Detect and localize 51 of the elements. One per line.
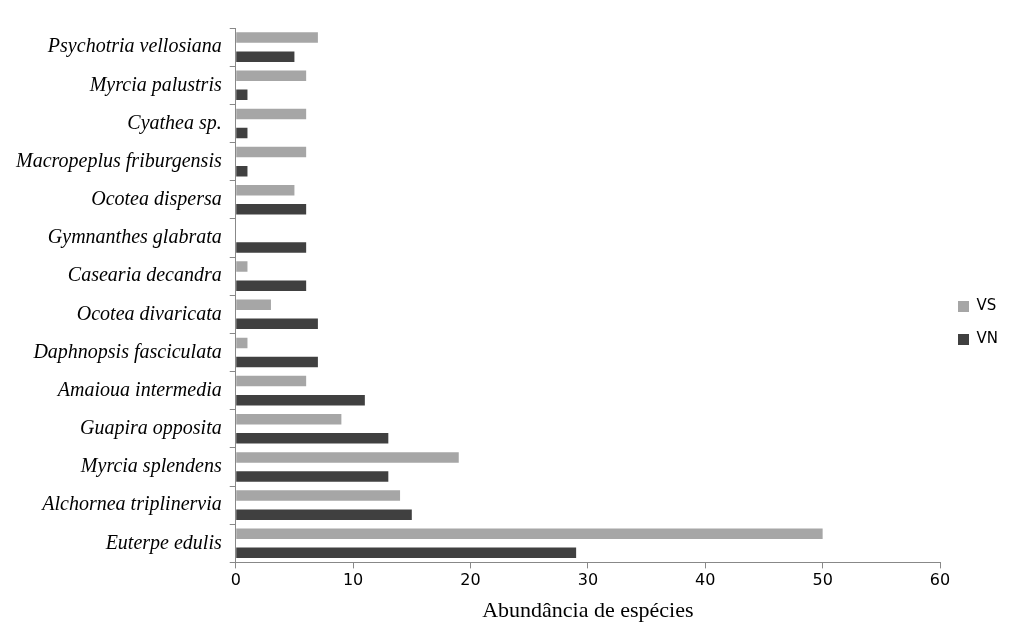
bar [236,337,248,349]
bar [236,318,318,330]
x-axis-title: Abundância de espécies [482,596,694,622]
bar [236,242,307,253]
bar [236,356,318,368]
bar [236,528,823,540]
bar [236,471,389,482]
y-tick-label: Macropeplus friburgensis [15,148,222,172]
y-tick-label: Gymnanthes glabrata [47,225,222,249]
x-tick-label: 60 [929,570,951,590]
bar [236,509,412,520]
bar [236,490,401,501]
x-tick-label: 30 [577,570,599,590]
bar [236,51,295,62]
bar [236,547,577,559]
bar [236,108,307,120]
x-tick-label: 50 [812,570,833,590]
y-tick-label: Euterpe edulis [104,530,222,554]
y-tick-label: Amaioua intermedia [55,377,222,400]
y-tick-label: Ocotea dispersa [91,187,222,211]
bar [236,414,342,425]
bar [236,204,307,215]
legend-label: VS [976,296,997,315]
y-tick-label: Daphnopsis fasciculata [32,339,222,363]
y-tick-label: Cyathea sp. [127,110,222,134]
bar [236,70,307,81]
y-tick-label: Psychotria vellosiana [46,34,222,58]
bar [236,261,248,272]
x-tick-label: 20 [460,570,481,590]
y-tick-label: Ocotea divaricata [76,301,222,324]
x-tick-label: 40 [695,570,716,590]
y-tick-label: Myrcia palustris [88,72,222,96]
y-tick-label: Casearia decandra [67,263,222,286]
bar [236,184,295,196]
bar [236,280,307,291]
bar [236,299,271,310]
bar [236,165,248,177]
x-tick-label: 10 [342,570,364,590]
y-tick-label: Myrcia splendens [79,454,222,478]
bar [236,32,318,43]
y-tick-label: Alchornea triplinervia [40,492,222,516]
bar [236,146,307,158]
y-tick-label: Guapira opposita [80,416,222,440]
x-tick-label: 0 [230,570,241,590]
legend-label: VN [976,329,998,348]
bar [236,394,365,406]
bar [236,452,459,463]
bar [236,89,248,101]
bar [236,127,248,139]
bar [236,433,389,444]
bar [236,375,307,387]
